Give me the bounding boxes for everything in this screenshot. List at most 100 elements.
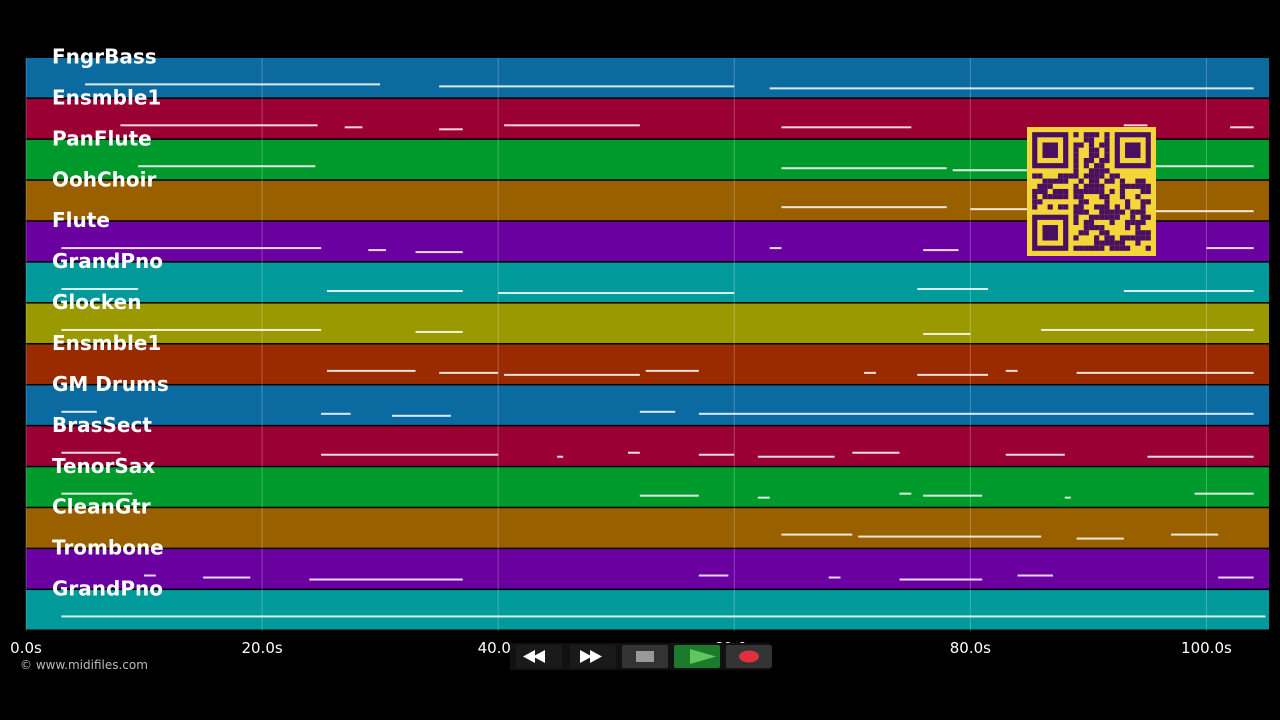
note <box>1005 453 1065 456</box>
qr-cell <box>1073 219 1079 226</box>
qr-cell <box>1130 209 1136 215</box>
note <box>415 330 463 333</box>
qr-cell <box>1109 173 1115 179</box>
qr-cell <box>1104 178 1110 184</box>
qr-cell <box>1114 214 1120 220</box>
qr-cell <box>1073 204 1079 210</box>
qr-cell <box>1140 199 1146 205</box>
qr-cell <box>1047 204 1053 210</box>
note <box>923 332 971 335</box>
track-name: GrandPno <box>52 577 163 601</box>
note <box>1076 537 1124 540</box>
rewind-icon <box>523 650 545 663</box>
qr-cell <box>1073 194 1079 200</box>
note <box>864 371 876 374</box>
qr-cell <box>1094 173 1100 179</box>
note <box>61 328 322 331</box>
note <box>1171 533 1219 536</box>
qr-cell <box>1099 230 1105 236</box>
qr-cell <box>1057 188 1064 195</box>
time-tick-label: 20.0s <box>241 639 282 657</box>
note <box>368 249 387 252</box>
qr-finder <box>1042 225 1058 241</box>
track-name: GM Drums <box>52 372 169 396</box>
qr-cell <box>1083 188 1089 195</box>
note <box>917 288 989 291</box>
note <box>61 410 97 413</box>
qr-cell <box>1088 173 1095 179</box>
note <box>557 455 564 458</box>
qr-cell <box>1125 245 1131 251</box>
qr-cell <box>1063 194 1069 200</box>
qr-cell <box>1125 204 1131 210</box>
qr-cell <box>1073 142 1079 148</box>
qr-cell <box>1088 147 1095 153</box>
qr-cell <box>1140 204 1146 210</box>
note <box>645 369 699 372</box>
qr-cell <box>1042 178 1048 184</box>
note <box>1041 328 1254 331</box>
qr-cell <box>1140 219 1146 226</box>
note <box>899 578 983 581</box>
qr-cell <box>1088 142 1095 148</box>
qr-cell <box>1083 163 1089 169</box>
qr-cell <box>1094 163 1100 169</box>
qr-cell <box>1140 230 1146 236</box>
track-band <box>26 467 1269 507</box>
qr-cell <box>1073 214 1079 220</box>
qr-cell <box>1057 173 1064 179</box>
qr-cell <box>1052 194 1058 200</box>
qr-cell <box>1099 168 1105 174</box>
qr-cell <box>1032 188 1038 195</box>
qr-cell <box>1114 240 1120 246</box>
qr-cell <box>1135 219 1141 226</box>
qr-cell <box>1073 209 1079 215</box>
note <box>917 373 989 376</box>
qr-cell <box>1088 225 1095 231</box>
note <box>698 453 735 456</box>
qr-cell <box>1094 188 1100 195</box>
qr-cell <box>1088 152 1095 158</box>
qr-cell <box>1145 235 1151 241</box>
qr-cell <box>1135 209 1141 215</box>
qr-cell <box>1140 183 1146 189</box>
qr-cell <box>1032 194 1038 200</box>
note <box>828 576 841 579</box>
note <box>1123 124 1148 127</box>
qr-cell <box>1130 235 1136 241</box>
note <box>144 574 156 577</box>
note <box>852 451 900 454</box>
qr-cell <box>1104 152 1110 158</box>
qr-cell <box>1099 204 1105 210</box>
note <box>781 206 947 209</box>
qr-cell <box>1114 204 1120 210</box>
qr-cell <box>1063 188 1069 195</box>
qr-cell <box>1068 173 1074 179</box>
note <box>952 169 1042 172</box>
qr-cell <box>1119 183 1126 189</box>
qr-cell <box>1104 204 1110 210</box>
note <box>899 492 912 495</box>
qr-finder <box>1042 142 1058 158</box>
qr-cell <box>1125 183 1131 189</box>
qr-cell <box>1042 188 1048 195</box>
qr-cell <box>1145 230 1151 236</box>
qr-cell <box>1119 235 1126 241</box>
note <box>321 453 499 456</box>
qr-cell <box>1088 219 1095 226</box>
qr-cell <box>1114 173 1120 179</box>
qr-cell <box>1052 188 1058 195</box>
qr-cell <box>1088 168 1095 174</box>
track-band <box>26 262 1269 303</box>
note <box>439 85 735 88</box>
qr-cell <box>1104 235 1110 241</box>
qr-cell <box>1140 214 1146 220</box>
qr-cell <box>1088 214 1095 220</box>
qr-cell <box>1125 235 1131 241</box>
qr-cell <box>1099 194 1105 200</box>
track-name: TenorSax <box>52 454 155 478</box>
qr-cell <box>1125 199 1131 205</box>
qr-cell <box>1119 188 1126 195</box>
qr-cell <box>1145 188 1151 195</box>
qr-cell <box>1099 214 1105 220</box>
